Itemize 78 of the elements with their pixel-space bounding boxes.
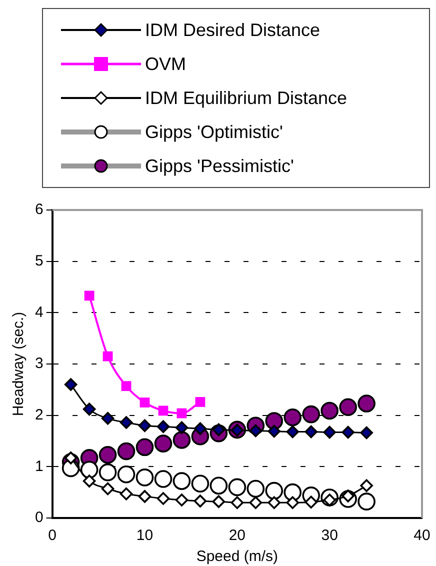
point [249, 496, 262, 509]
point [175, 494, 188, 506]
point [136, 468, 154, 486]
point [136, 438, 154, 456]
point [194, 422, 207, 436]
point [121, 381, 132, 392]
point [339, 398, 357, 416]
point [101, 482, 114, 496]
point [120, 416, 133, 429]
point [212, 495, 226, 508]
point [358, 492, 376, 510]
y-tick-label: 4 [35, 304, 44, 321]
point [320, 402, 338, 420]
y-tick-label: 2 [35, 406, 44, 424]
point [117, 465, 136, 484]
point [101, 412, 114, 425]
point [210, 476, 228, 495]
point [265, 412, 284, 430]
point [138, 490, 152, 503]
point [194, 494, 207, 508]
y-tick-label: 3 [35, 355, 44, 372]
point [154, 434, 172, 452]
point [172, 431, 191, 449]
legend-label: OVM [145, 54, 186, 74]
point [191, 474, 210, 493]
point [84, 290, 94, 301]
point [140, 398, 150, 408]
x-tick-label: 20 [228, 527, 246, 544]
legend-label: Gipps 'Pessimistic' [145, 156, 294, 176]
point [302, 405, 320, 424]
x-axis-title: Speed (m/s) [196, 548, 278, 566]
point [175, 421, 188, 434]
legend-label: Gipps 'Optimistic' [145, 122, 283, 142]
point [304, 425, 318, 438]
legend-label: IDM Desired Distance [145, 20, 320, 40]
point [228, 478, 246, 496]
point [158, 406, 168, 416]
x-tick-label: 40 [414, 527, 430, 544]
point [358, 394, 376, 412]
point [156, 492, 170, 505]
point [230, 496, 244, 509]
point [156, 420, 170, 434]
point [246, 480, 265, 498]
point [64, 378, 78, 391]
point [117, 442, 136, 460]
point [360, 426, 373, 440]
point [120, 487, 133, 500]
y-tick-label: 0 [35, 509, 44, 526]
point [284, 483, 302, 502]
x-tick-label: 0 [48, 527, 57, 544]
point [82, 474, 96, 488]
point [360, 479, 373, 492]
y-tick-label: 5 [35, 252, 44, 270]
point [304, 496, 318, 508]
point [323, 426, 336, 439]
point [154, 470, 172, 488]
y-tick-label: 1 [35, 458, 44, 475]
y-axis-title: Headway (sec.) [10, 312, 28, 416]
x-tick-label: 30 [321, 527, 338, 544]
point [64, 452, 78, 464]
point [138, 419, 152, 432]
point [176, 408, 187, 418]
point [102, 351, 113, 362]
point [286, 496, 300, 509]
point [98, 463, 117, 482]
point [195, 397, 206, 407]
point [172, 472, 191, 490]
point [268, 496, 281, 509]
point [82, 402, 96, 416]
point [268, 424, 281, 438]
legend-label: IDM Equilibrium Distance [145, 88, 348, 108]
point [265, 482, 284, 500]
x-tick-label: 10 [136, 527, 154, 544]
point [342, 426, 354, 439]
point [98, 446, 117, 464]
point [286, 425, 300, 438]
point [284, 408, 302, 426]
y-tick-label: 6 [35, 201, 44, 218]
